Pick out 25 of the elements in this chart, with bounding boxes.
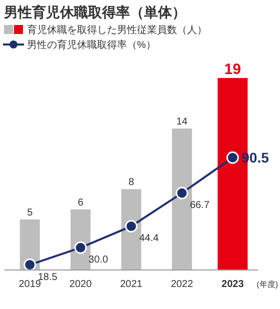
point (176, 186, 188, 200)
data-label: 14 (176, 116, 188, 128)
x-tick-label: 2021 (120, 279, 143, 290)
data-label: 44.4 (139, 233, 160, 244)
x-tick-label: 2019 (18, 279, 42, 290)
data-label: 5 (27, 207, 34, 218)
bar (172, 128, 192, 270)
x-tick-label: 2022 (170, 279, 194, 290)
data-label: 66.7 (190, 200, 210, 212)
x-tick-label: 2020 (69, 279, 92, 290)
point (226, 151, 239, 164)
x-tick-label: 2023 (222, 279, 244, 290)
data-label: 19 (224, 61, 241, 78)
legend-item: 育児休職を取得した男性従業員数（人） (4, 25, 207, 36)
data-label: 30.0 (88, 254, 108, 266)
data-label: 8 (128, 177, 134, 188)
chart-title: 男性育児休職取得率（単体） (3, 4, 186, 20)
legend-item: 男性の育児休職取得率（%） (3, 40, 156, 51)
legend-label: 男性の育児休職取得率（%） (27, 39, 156, 51)
legend-label: 育児休職を取得した男性従業員数（人） (27, 24, 207, 36)
text: (年度) (256, 280, 278, 289)
point (125, 220, 138, 232)
point (74, 241, 87, 254)
bar (121, 189, 142, 270)
data-label: 6 (78, 197, 84, 208)
